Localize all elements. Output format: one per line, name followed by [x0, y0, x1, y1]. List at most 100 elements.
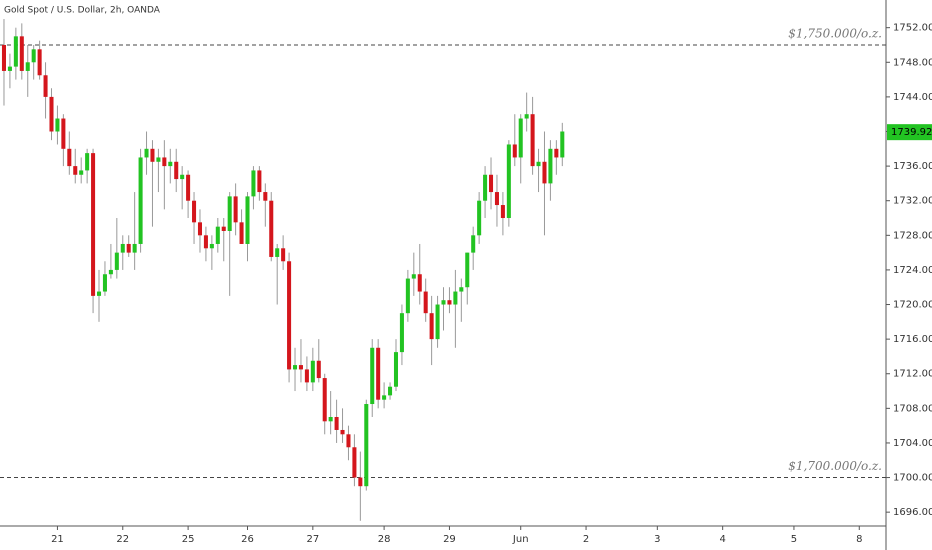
- candle-body: [435, 304, 440, 340]
- candle-body: [459, 287, 464, 292]
- candle-body: [197, 222, 203, 236]
- candle-body: [388, 386, 393, 396]
- candle-body: [275, 248, 280, 257]
- candle-body: [524, 114, 529, 119]
- candle-body: [506, 144, 511, 219]
- x-tick-label: 29: [443, 534, 456, 545]
- candle-body: [257, 170, 262, 193]
- candle-body: [67, 148, 72, 167]
- candle-body: [126, 243, 131, 253]
- candle-body: [25, 62, 30, 71]
- candle-body: [7, 66, 12, 71]
- candle-body: [114, 252, 119, 270]
- candle-body: [554, 148, 559, 158]
- candle-body: [1, 44, 6, 71]
- candle-body: [322, 378, 327, 422]
- candle-body: [536, 161, 541, 167]
- y-tick-label: 1696.000: [893, 507, 932, 518]
- candle-body: [251, 170, 256, 197]
- candle-body: [316, 360, 321, 379]
- candle-body: [13, 36, 18, 67]
- y-tick-label: 1732.000: [893, 196, 932, 207]
- candle-body: [49, 96, 54, 132]
- candle-body: [55, 118, 60, 132]
- candle-body: [209, 243, 214, 249]
- candle-body: [73, 166, 78, 175]
- candle-body: [304, 369, 309, 383]
- last-price-tag: [887, 124, 932, 141]
- x-tick-label: 5: [791, 534, 797, 545]
- candle-body: [180, 174, 185, 180]
- y-tick-label: 1736.000: [893, 161, 932, 172]
- candle-body: [227, 196, 232, 231]
- y-tick-label: 1752.000: [893, 23, 932, 34]
- candle-body: [203, 235, 208, 249]
- candle-body: [37, 49, 42, 76]
- candle-body: [471, 235, 476, 253]
- candle-body: [156, 157, 161, 162]
- candle-body: [19, 36, 24, 71]
- candle-body: [530, 114, 535, 167]
- y-tick-label: 1704.000: [893, 438, 932, 449]
- candle-body: [292, 365, 298, 370]
- candle-body: [269, 200, 274, 257]
- x-tick-label: 21: [51, 534, 64, 545]
- last-price-label: 1739.923: [891, 127, 932, 138]
- y-tick-label: 1728.000: [893, 230, 932, 241]
- x-tick-label: 27: [306, 534, 319, 545]
- candle-body: [120, 243, 125, 253]
- candle-body: [91, 153, 96, 296]
- candle-body: [483, 174, 488, 201]
- candle-body: [108, 269, 113, 275]
- candle-body: [298, 365, 303, 370]
- candle-body: [358, 477, 363, 487]
- y-tick-label: 1720.000: [893, 300, 932, 311]
- x-tick-label: 22: [116, 534, 129, 545]
- y-tick-label: 1708.000: [893, 403, 932, 414]
- candle-body: [340, 429, 345, 435]
- x-tick-label: 28: [378, 534, 391, 545]
- level-label: $1,750.000/o.z.: [788, 26, 882, 40]
- candle-body: [477, 200, 482, 236]
- candle-body: [102, 274, 107, 292]
- x-tick-label: 3: [654, 534, 660, 545]
- x-tick-label: 25: [182, 534, 195, 545]
- candle-body: [168, 161, 173, 167]
- candle-body: [328, 416, 333, 422]
- candle-body: [138, 157, 143, 244]
- candle-body: [512, 144, 517, 158]
- candle-body: [310, 360, 315, 383]
- candle-body: [364, 404, 369, 487]
- y-tick-label: 1724.000: [893, 265, 932, 276]
- candle-body: [61, 118, 66, 149]
- y-tick-label: 1712.000: [893, 369, 932, 380]
- candle-body: [560, 131, 565, 158]
- candle-body: [85, 153, 90, 171]
- candle-body: [411, 274, 416, 279]
- candle-body: [287, 261, 292, 370]
- candle-body: [376, 347, 381, 400]
- candle-body: [399, 313, 404, 353]
- candle-body: [441, 300, 446, 305]
- candle-body: [263, 192, 268, 201]
- candle-body: [245, 196, 250, 244]
- candle-body: [144, 148, 149, 158]
- candle-body: [239, 222, 244, 244]
- candle-body: [281, 248, 286, 262]
- candle-body: [542, 161, 547, 184]
- candle-body: [79, 170, 84, 175]
- x-tick-label: 2: [583, 534, 589, 545]
- x-tick-label: Jun: [512, 534, 529, 545]
- candle-body: [96, 291, 102, 296]
- candle-body: [43, 75, 48, 97]
- candle-body: [447, 300, 452, 305]
- y-tick-label: 1700.000: [893, 473, 932, 484]
- candle-body: [233, 196, 238, 223]
- candle-body: [174, 161, 179, 180]
- candle-body: [429, 313, 434, 340]
- candle-body: [548, 148, 553, 184]
- x-tick-label: 8: [856, 534, 862, 545]
- candle-body: [221, 226, 226, 231]
- candle-body: [352, 447, 357, 478]
